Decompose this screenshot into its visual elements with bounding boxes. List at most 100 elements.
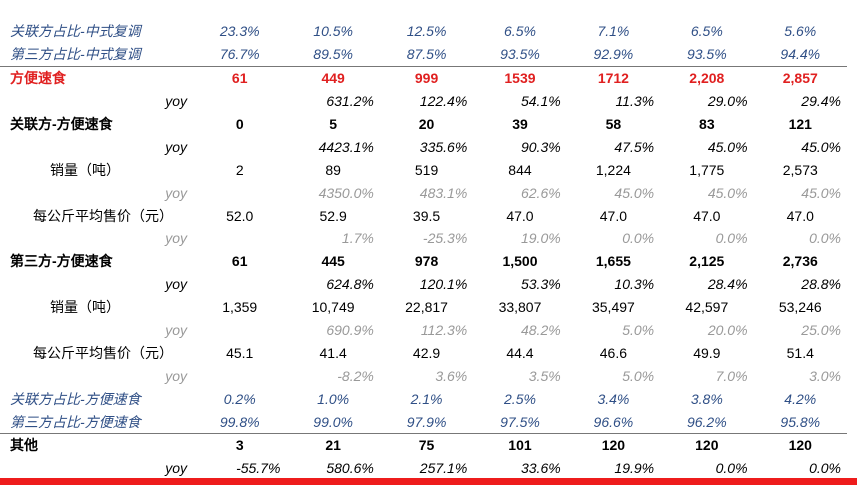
cell-value: 75	[379, 433, 474, 457]
cell-value: 87.5%	[406, 46, 447, 63]
cell-value: 519	[414, 161, 439, 178]
cell-value: 42.9	[412, 344, 441, 361]
cell-value: 46.6	[599, 344, 628, 361]
cell-value: 94.4%	[780, 46, 821, 63]
row-label: yoy	[165, 230, 187, 247]
cell-value: 978	[414, 253, 439, 270]
cell-value	[193, 227, 286, 250]
cell-value: 0.2%	[223, 390, 256, 407]
cell-value: 0.0%	[715, 460, 748, 477]
row-label: 销量（吨）	[50, 161, 120, 178]
cell-value: 1,775	[689, 161, 725, 178]
cell-value: 92.9%	[593, 46, 634, 63]
cell-value: 335.6%	[419, 138, 468, 155]
cell-value: 47.0	[786, 207, 814, 224]
cell-value: 48.2%	[520, 322, 561, 339]
cell-value: 11.3%	[615, 93, 655, 110]
cell-value: 89.5%	[313, 46, 353, 63]
cell-value: 5.0%	[622, 322, 655, 339]
cell-value: 1712	[566, 65, 661, 90]
row-label: 销量（吨）	[50, 299, 120, 316]
cell-value	[193, 364, 286, 387]
cell-value: 29.4%	[801, 93, 841, 110]
cell-value: 93.5%	[500, 46, 540, 63]
cell-value: 58	[605, 116, 622, 132]
row-label: yoy	[165, 460, 187, 477]
cell-value: 45.0%	[614, 184, 655, 201]
cell-value: 120	[566, 433, 661, 457]
table-row: 销量（吨） 2 89 519 844 1,224 1,775 2,573	[0, 158, 847, 181]
cell-value: 93.5%	[686, 46, 727, 63]
row-label: 每公斤平均售价（元）	[33, 344, 173, 361]
cell-value: 449	[286, 65, 380, 90]
cell-value: 5.0%	[622, 367, 655, 384]
cell-value: 1,655	[595, 253, 631, 270]
row-label: 关联方-方便速食	[10, 116, 113, 132]
cell-value: 53,246	[778, 299, 822, 316]
cell-value: 122.4%	[419, 93, 468, 110]
cell-value: 61	[193, 65, 287, 90]
cell-value: 0.0%	[622, 230, 655, 247]
cell-value: 45.1	[226, 344, 254, 361]
cell-value: 53.3%	[520, 276, 561, 293]
cell-value: 483.1%	[419, 184, 468, 201]
cell-value: 33.6%	[520, 460, 561, 477]
row-label: yoy	[165, 138, 187, 155]
table-row: yoy 690.9% 112.3% 48.2% 5.0% 20.0% 25.0%	[0, 319, 847, 342]
table-row: 第三方-方便速食 61 445 978 1,500 1,655 2,125 2,736	[0, 250, 847, 273]
cell-value: 120.1%	[419, 276, 468, 293]
table-row: yoy 4350.0% 483.1% 62.6% 45.0% 45.0% 45.0%	[0, 181, 847, 204]
table-row: 第三方占比-方便速食 99.8% 99.0% 97.9% 97.5% 96.6% 96.2%…	[0, 410, 847, 433]
cell-value: 3.6%	[435, 367, 468, 384]
cell-value: 10.5%	[313, 23, 353, 40]
cell-value: 89	[325, 161, 341, 178]
cell-value: 3.8%	[690, 390, 723, 407]
cell-value: 2,208	[660, 65, 754, 90]
cell-value: 10.3%	[614, 276, 655, 293]
row-label: yoy	[165, 276, 187, 293]
cell-value: 999	[379, 65, 474, 90]
cell-value: 624.8%	[326, 276, 374, 293]
table-row: 第三方占比-中式复调 76.7% 89.5% 87.5% 93.5% 92.9% 93.5%…	[0, 43, 847, 66]
cell-value: 45.0%	[801, 138, 841, 155]
table-row: 方便速食 61 449 999 1539 1712 2,208 2,857	[0, 65, 847, 90]
cell-value: 99.0%	[313, 413, 353, 430]
cell-value: 41.4	[319, 344, 347, 361]
cell-value: 2	[235, 161, 244, 178]
table-row: yoy -8.2% 3.6% 3.5% 5.0% 7.0% 3.0%	[0, 364, 847, 387]
cell-value: 101	[473, 433, 567, 457]
cell-value: 844	[508, 161, 532, 178]
cell-value: 1,359	[222, 299, 258, 316]
cell-value: 47.0	[693, 207, 721, 224]
row-label: 关联方占比-中式复调	[10, 23, 141, 40]
cell-value: 52.0	[226, 207, 254, 224]
cell-value	[193, 135, 286, 158]
cell-value: 95.8%	[780, 413, 821, 430]
cell-value: 2,736	[782, 253, 818, 270]
cell-value: 120	[753, 433, 847, 457]
cell-value: 2,573	[782, 161, 818, 178]
cell-value: 20.0%	[707, 322, 748, 339]
cell-value: 0.0%	[809, 230, 841, 247]
cell-value: 0.0%	[809, 460, 841, 477]
cell-value: 42,597	[685, 299, 729, 316]
cell-value: 28.4%	[707, 276, 748, 293]
cell-value: 47.0	[506, 207, 534, 224]
cell-value: 47.0	[599, 207, 628, 224]
cell-value: 690.9%	[326, 322, 374, 339]
cell-value: 10,749	[311, 299, 355, 316]
cell-value	[193, 273, 286, 296]
cell-value: 39	[512, 116, 528, 132]
cell-value: 25.0%	[801, 322, 841, 339]
row-label: 第三方占比-方便速食	[10, 413, 141, 430]
table-row: 每公斤平均售价（元） 52.0 52.9 39.5 47.0 47.0 47.0 47.0	[0, 204, 847, 227]
cell-value: 39.5	[412, 207, 441, 224]
cell-value: 3.5%	[528, 367, 561, 384]
cell-value: 49.9	[693, 344, 721, 361]
cell-value: 97.5%	[500, 413, 540, 430]
cell-value: 90.3%	[520, 138, 561, 155]
cell-value: 62.6%	[520, 184, 561, 201]
cell-value: 23.3%	[219, 23, 260, 40]
cell-value: 121	[788, 116, 812, 132]
cell-value: 2,857	[753, 65, 847, 90]
